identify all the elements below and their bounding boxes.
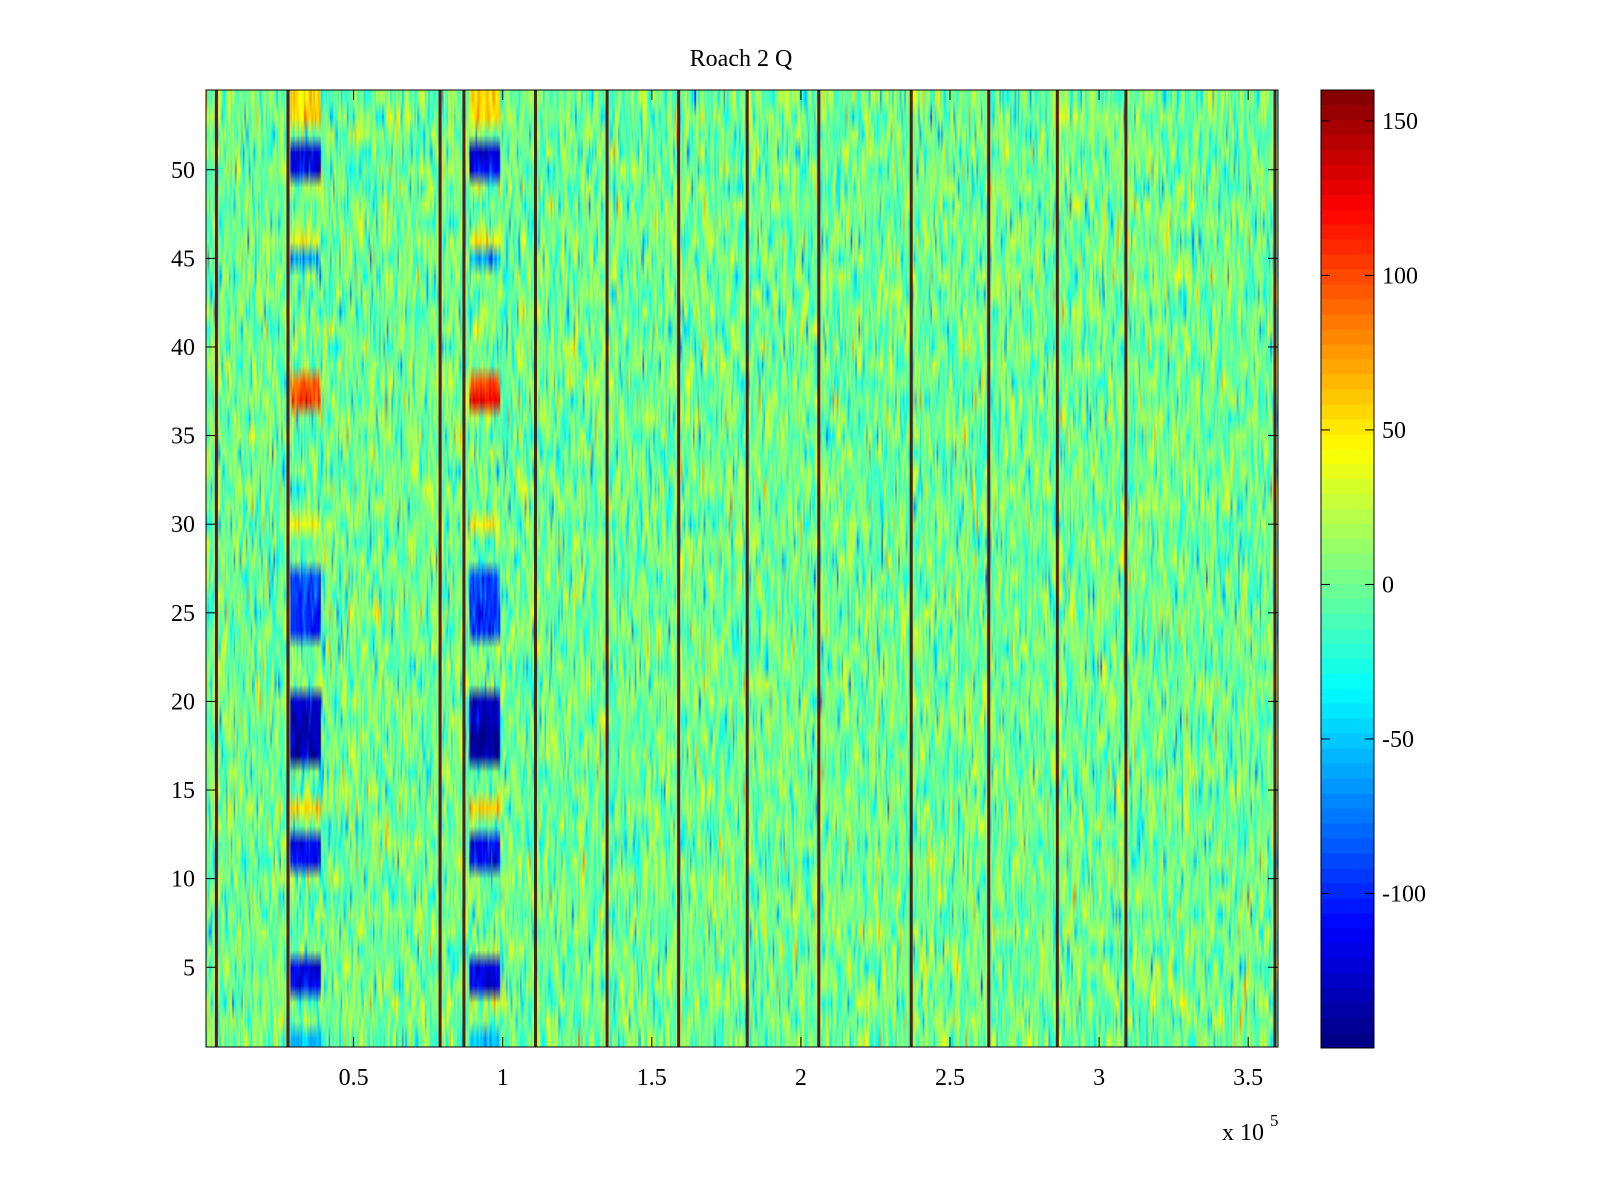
y-tick-label-1: 5 (183, 955, 195, 981)
y-tick-label-9: 45 (171, 246, 195, 272)
y-tick-label-4: 20 (171, 689, 195, 715)
column-line-11 (987, 90, 991, 1047)
column-line-12 (1055, 90, 1059, 1047)
colorbar: 150 100 50 0 -50 -100 (1320, 89, 1426, 1049)
colorbar-gradient (1321, 90, 1374, 1048)
column-line-6 (605, 90, 609, 1047)
colorbar-tick-label-6: -100 (1382, 881, 1426, 907)
heatmap-plot-area (205, 89, 1279, 1048)
x-tick-label-1: 0.5 (339, 1065, 369, 1091)
y-tick-label-6: 30 (171, 512, 195, 538)
column-line-10 (909, 90, 913, 1047)
x-axis-exponent: x 10 5 (1222, 1111, 1279, 1146)
column-line-14 (1273, 90, 1277, 1047)
column-line-1 (214, 90, 218, 1047)
colorbar-tick-label-1: 150 (1382, 109, 1418, 135)
x-tick-label-4: 2 (795, 1065, 807, 1091)
y-tick-label-2: 10 (171, 867, 195, 893)
x-tick-label-3: 1.5 (637, 1065, 667, 1091)
x-tick-label-6: 3 (1093, 1065, 1105, 1091)
heatmap-cells (206, 90, 1278, 1047)
y-tick-label-8: 40 (171, 335, 195, 361)
column-line-7 (677, 90, 681, 1047)
x-tick-label-2: 1 (497, 1065, 509, 1091)
y-tick-label-7: 35 (171, 424, 195, 450)
chart-title: Roach 2 Q (690, 46, 793, 72)
x-tick-label-5: 2.5 (935, 1065, 965, 1091)
column-line-2 (286, 90, 290, 1047)
colorbar-frame (1320, 89, 1375, 1049)
colorbar-tick-label-4: 0 (1382, 572, 1394, 598)
y-tick-label-3: 15 (171, 778, 195, 804)
colorbar-tick-label-2: 100 (1382, 263, 1418, 289)
colorbar-ticks: 150 100 50 0 -50 -100 (1321, 109, 1426, 907)
column-line-8 (745, 90, 749, 1047)
x-tick-label-7: 3.5 (1233, 1065, 1263, 1091)
x-axis-exponent-power: 5 (1270, 1111, 1279, 1130)
y-tick-label-10: 50 (171, 158, 195, 184)
y-axis: 5 10 15 20 25 30 35 40 45 50 (171, 158, 1278, 981)
column-line-5 (534, 90, 538, 1047)
column-line-3 (438, 90, 442, 1047)
x-axis-exponent-base: x 10 (1222, 1120, 1264, 1146)
column-line-4 (462, 90, 466, 1047)
column-line-13 (1124, 90, 1128, 1047)
y-tick-label-5: 25 (171, 601, 195, 627)
colorbar-tick-label-5: -50 (1382, 727, 1414, 753)
column-line-9 (817, 90, 821, 1047)
x-axis: 0.5 1 1.5 2 2.5 3 3.5 (339, 90, 1263, 1091)
axes-box (205, 89, 1279, 1048)
heatmap-column-lines (214, 90, 1277, 1047)
colorbar-tick-label-3: 50 (1382, 418, 1406, 444)
